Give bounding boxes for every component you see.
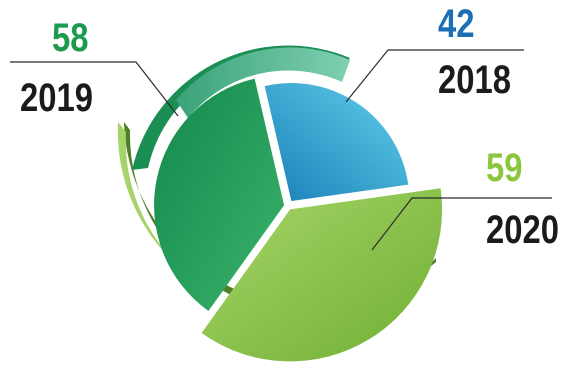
value-label-2020: 59 <box>486 146 523 190</box>
pie-slice-2018 <box>264 83 409 202</box>
pie-slices <box>154 78 443 362</box>
category-label-2020: 2020 <box>486 208 559 252</box>
leader-line-2019 <box>10 61 179 117</box>
value-label-2018: 42 <box>438 2 475 46</box>
rim-2018-top <box>176 47 350 118</box>
category-label-2019: 2019 <box>20 76 93 120</box>
pie-slice-2019 <box>154 78 285 311</box>
leader-line-2020 <box>371 197 552 251</box>
callout-leader-lines <box>10 49 552 251</box>
value-label-2019: 58 <box>52 16 89 60</box>
leader-line-2018 <box>345 49 524 103</box>
category-label-2018: 2018 <box>438 58 511 102</box>
pie-slice-2020 <box>201 188 443 362</box>
